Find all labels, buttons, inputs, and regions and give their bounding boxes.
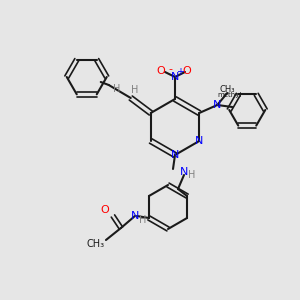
Text: N: N (180, 167, 188, 177)
Text: H: H (188, 170, 196, 180)
Text: methyl: methyl (217, 92, 242, 98)
Text: O: O (157, 66, 165, 76)
Text: CH₃: CH₃ (87, 239, 105, 249)
Text: N: N (195, 136, 203, 146)
Text: N: N (171, 72, 179, 82)
Text: O: O (100, 205, 109, 215)
Text: H: H (139, 215, 147, 225)
Text: +: + (176, 67, 184, 77)
Text: CH₃: CH₃ (220, 85, 235, 94)
Text: N: N (213, 100, 221, 110)
Text: H: H (131, 85, 138, 95)
Text: O: O (183, 66, 191, 76)
Text: N: N (171, 150, 179, 160)
Text: H: H (113, 84, 120, 94)
Text: N: N (131, 211, 139, 221)
Text: -: - (168, 64, 172, 74)
